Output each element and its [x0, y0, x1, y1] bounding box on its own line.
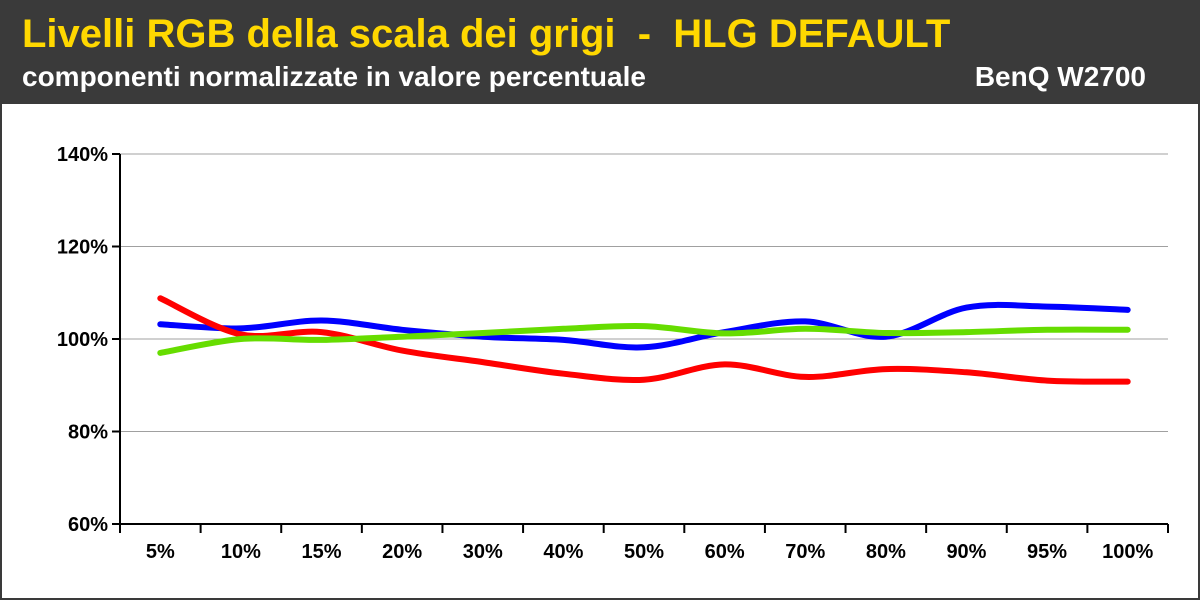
y-tick-label: 60% — [68, 514, 108, 536]
plot-frame — [0, 104, 1200, 600]
x-tick-label: 60% — [705, 541, 745, 563]
axis-layer — [112, 153, 1169, 533]
label-layer: 60% 80% 100% 120% 140% 5% 10% 15% 20% 30% 40% 50% 60… — [57, 144, 1154, 563]
x-tick-label: 5% — [146, 541, 175, 563]
x-tick-label: 10% — [221, 541, 261, 563]
x-tick-label: 100% — [1102, 541, 1153, 563]
x-tick-label: 30% — [463, 541, 503, 563]
chart-subtitle: componenti normalizzate in valore percen… — [22, 61, 646, 92]
chart-title: Livelli RGB della scala dei grigi - HLG … — [22, 12, 951, 56]
x-tick-label: 95% — [1027, 541, 1067, 563]
x-tick-label: 40% — [543, 541, 583, 563]
y-tick-label: 120% — [57, 237, 108, 259]
chart-header: Livelli RGB della scala dei grigi - HLG … — [0, 0, 1200, 104]
device-name: BenQ W2700 — [974, 61, 1146, 92]
x-tick-label: 15% — [302, 541, 342, 563]
series-line-2 — [157, 322, 1131, 356]
grid-layer — [120, 153, 1168, 432]
x-tick-label: 50% — [624, 541, 664, 563]
y-tick-label: 80% — [68, 422, 108, 444]
x-tick-label: 80% — [866, 541, 906, 563]
y-tick-label: 140% — [57, 144, 108, 166]
x-tick-label: 90% — [946, 541, 986, 563]
y-tick-label: 100% — [57, 329, 108, 351]
series-line-1 — [157, 295, 1131, 385]
series-layer — [157, 295, 1131, 385]
series-line-0 — [157, 301, 1131, 351]
x-tick-label: 70% — [785, 541, 825, 563]
x-tick-label: 20% — [382, 541, 422, 563]
